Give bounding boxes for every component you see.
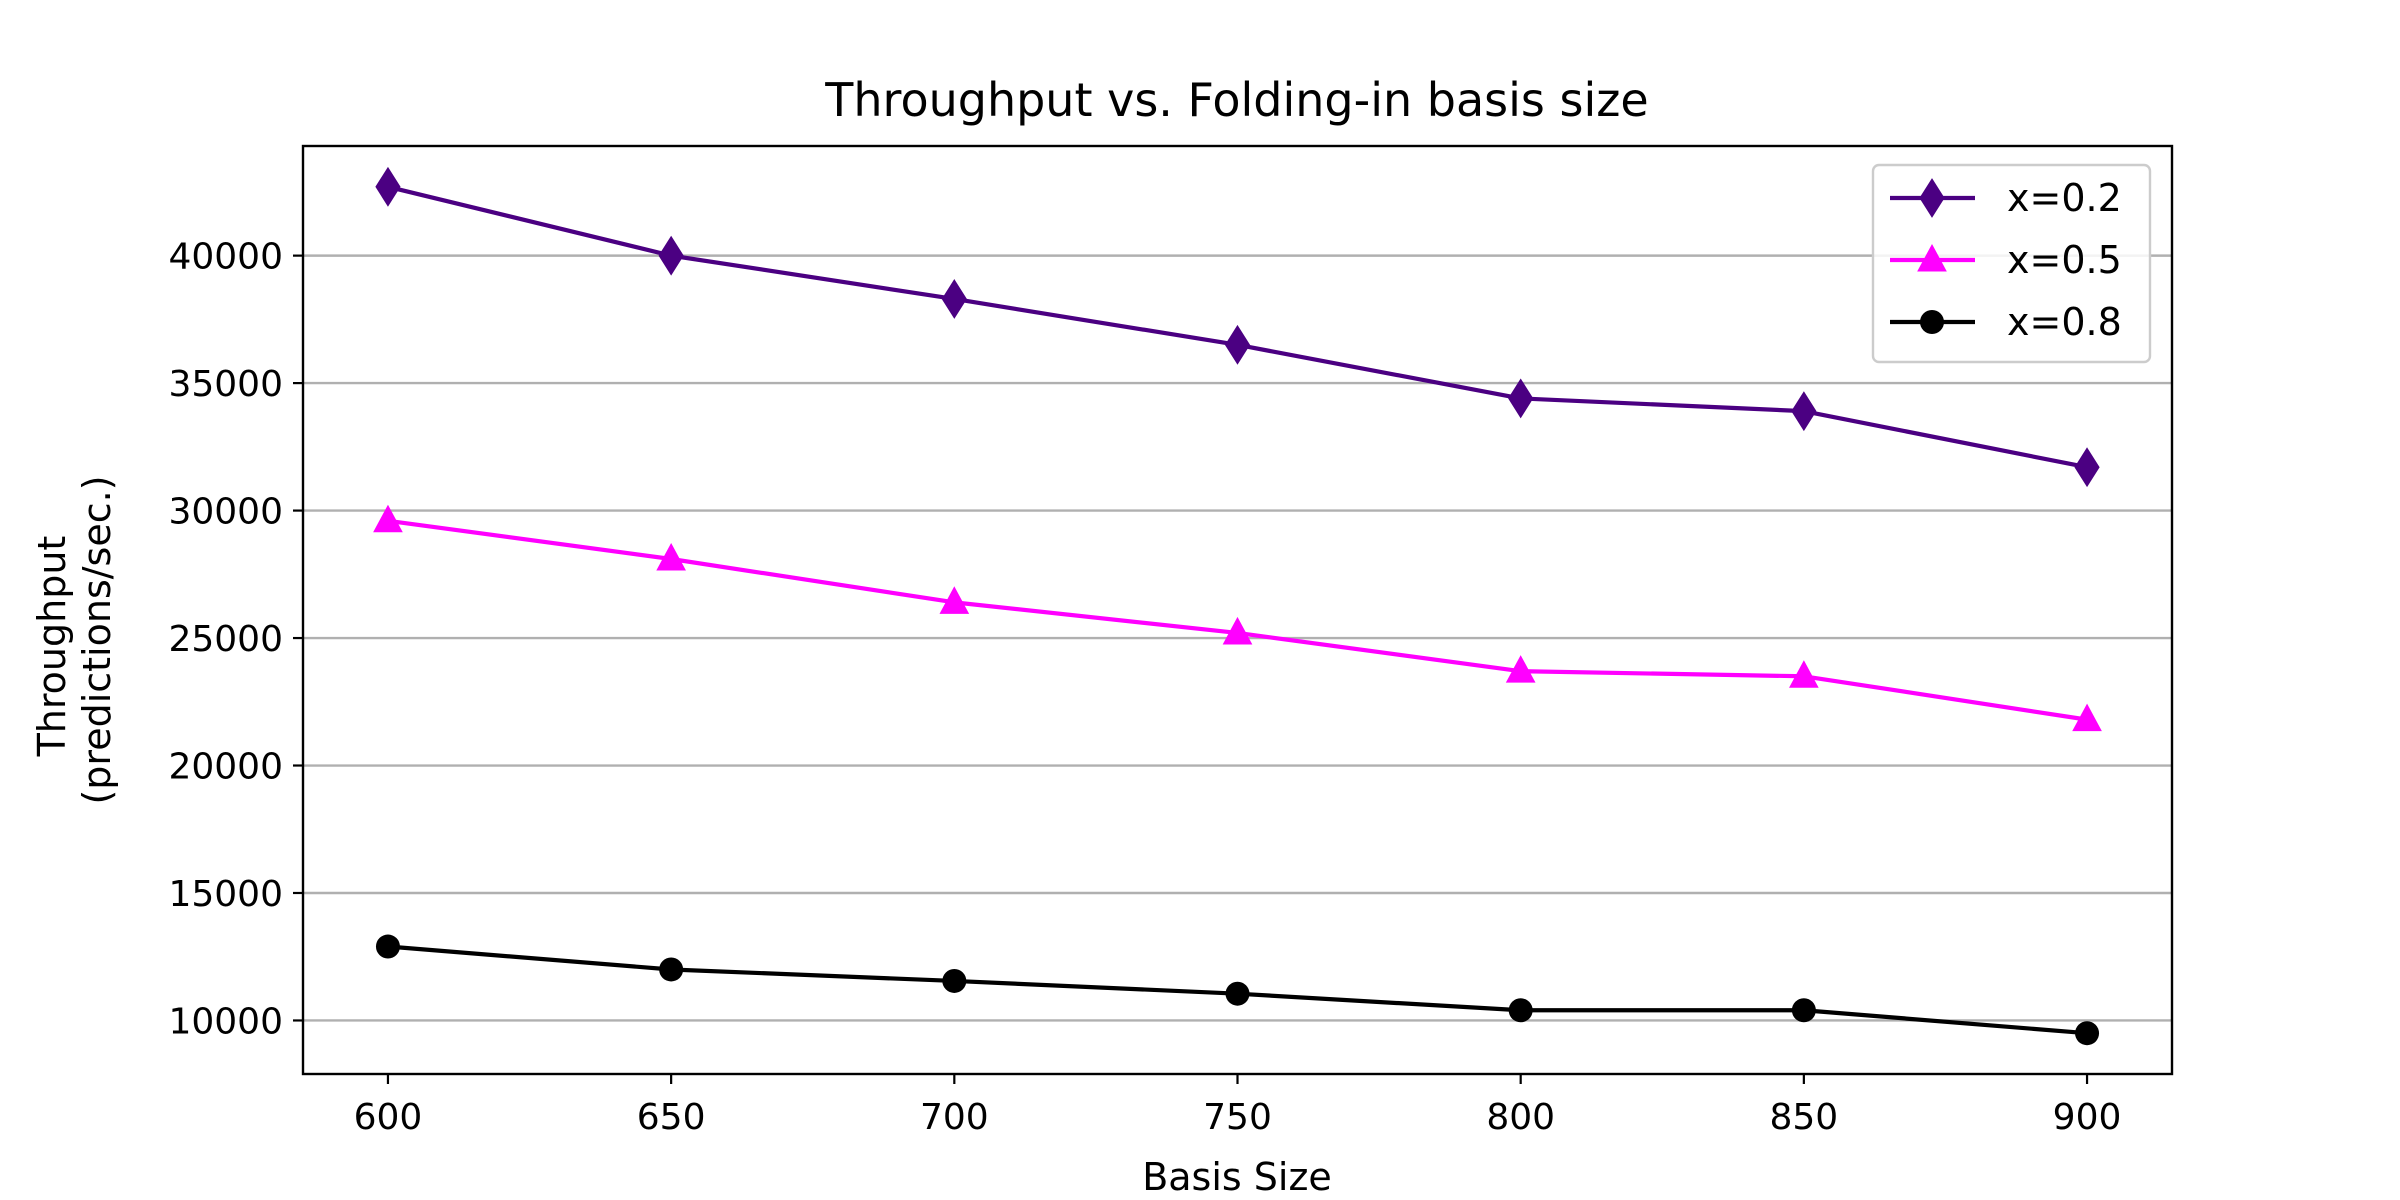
y-tick-label: 25000 — [168, 619, 283, 660]
data-point-triangle — [1222, 616, 1253, 645]
legend-label: x=0.8 — [2007, 300, 2122, 344]
legend-entry: x=0.8 — [1890, 300, 2122, 344]
plot-series — [373, 166, 2102, 1046]
y-tick-label: 20000 — [168, 747, 283, 788]
data-point-circle — [2075, 1021, 2100, 1046]
series-triangle — [373, 504, 2102, 732]
data-point-diamond — [658, 235, 684, 276]
y-axis-label: Throughput (predictions/sec.) — [30, 475, 119, 804]
legend: x=0.2 x=0.5 x=0.8 — [1871, 163, 2152, 364]
y-tick-label: 15000 — [168, 874, 283, 915]
data-point-triangle — [939, 586, 970, 614]
data-point-circle — [942, 968, 967, 993]
legend-marker-diamond — [1919, 178, 1945, 218]
data-point-diamond — [2074, 447, 2100, 488]
data-point-circle — [1508, 998, 1533, 1023]
legend-marker-triangle — [1917, 243, 1947, 272]
y-axis-label-line-2: (predictions/sec.) — [75, 475, 119, 804]
chart-title: Throughput vs. Folding-in basis size — [824, 73, 1648, 127]
y-tick-label: 40000 — [168, 237, 283, 278]
y-axis-ticks: 10000 15000 20000 25000 30000 35000 40000 — [168, 237, 303, 1042]
x-tick-label: 650 — [637, 1097, 706, 1138]
y-axis-label-line-1: Throughput — [30, 536, 74, 758]
grid-lines — [303, 254, 2172, 1022]
data-point-diamond — [1791, 391, 1817, 432]
data-point-triangle — [373, 504, 403, 533]
x-axis-label: Basis Size — [1142, 1155, 1332, 1199]
x-tick-label: 850 — [1770, 1097, 1839, 1138]
data-point-triangle — [1505, 655, 1536, 683]
data-point-diamond — [941, 279, 967, 319]
legend-label: x=0.5 — [2007, 238, 2122, 282]
x-axis-ticks: 600 650 700 750 800 850 900 — [354, 1074, 2122, 1138]
data-point-circle — [375, 934, 400, 959]
data-point-diamond — [375, 166, 401, 207]
x-tick-label: 750 — [1203, 1097, 1272, 1138]
x-tick-label: 600 — [354, 1097, 423, 1138]
series-circle — [375, 934, 2100, 1046]
legend-entry: x=0.2 — [1890, 176, 2122, 220]
data-point-circle — [1791, 998, 1816, 1023]
data-point-triangle — [656, 542, 686, 571]
y-tick-label: 30000 — [168, 492, 283, 533]
series-diamond — [375, 166, 2100, 488]
y-tick-label: 10000 — [168, 1001, 283, 1042]
data-point-circle — [659, 957, 684, 982]
x-tick-label: 900 — [2053, 1097, 2122, 1138]
x-tick-label: 800 — [1486, 1097, 1555, 1138]
legend-box — [1871, 163, 2152, 364]
data-point-triangle — [2072, 703, 2102, 732]
data-point-diamond — [1508, 378, 1534, 419]
x-tick-label: 700 — [920, 1097, 989, 1138]
data-point-triangle — [1789, 660, 1819, 688]
data-point-circle — [1225, 981, 1250, 1006]
data-point-diamond — [1224, 324, 1251, 365]
y-tick-label: 35000 — [168, 364, 283, 405]
legend-label: x=0.2 — [2007, 176, 2122, 220]
legend-marker-circle — [1920, 310, 1944, 334]
legend-entry: x=0.5 — [1890, 238, 2122, 282]
